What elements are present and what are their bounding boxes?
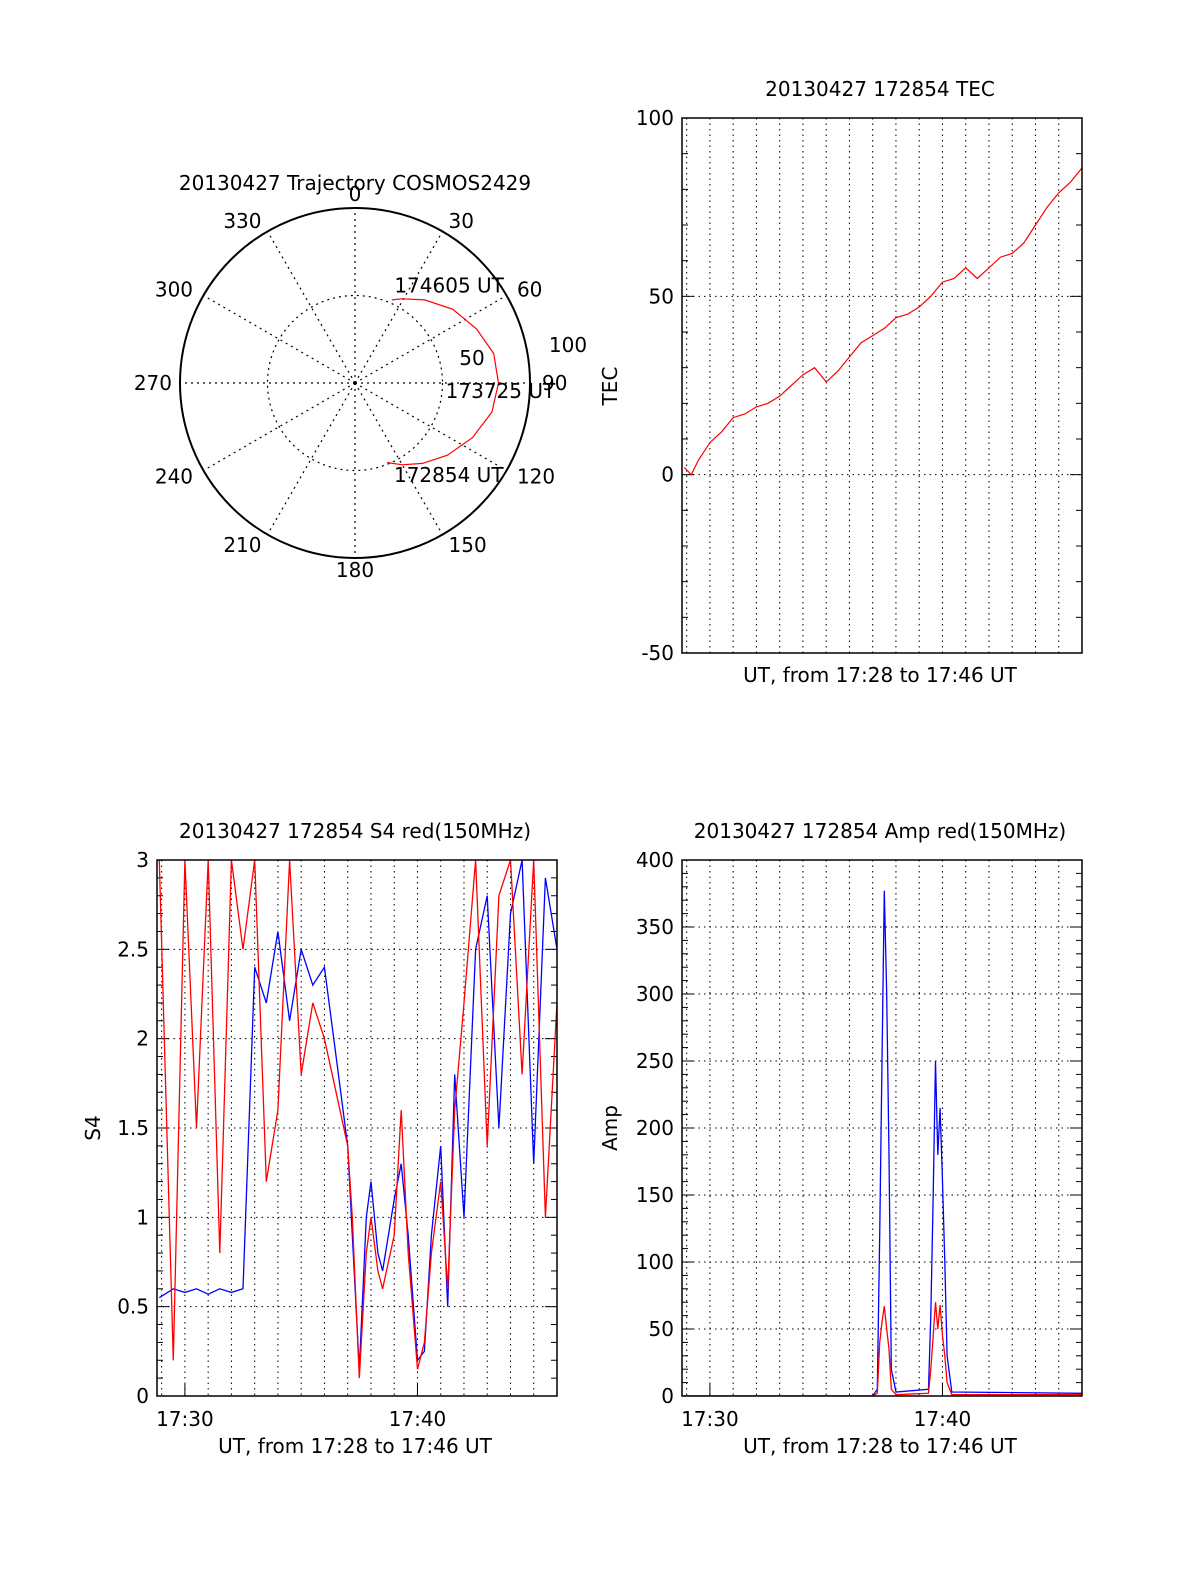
polar-spoke	[203, 382, 356, 472]
polar-angle-label-180: 180	[336, 558, 374, 582]
trajectory-line	[387, 298, 500, 466]
amp-plot: 20130427 172854 Amp red(150MHz) UT, from…	[598, 819, 1083, 1458]
y-tick-label-200: 200	[636, 1116, 674, 1140]
y-tick-label-0: 0	[661, 1384, 674, 1408]
y-tick-label-250: 250	[636, 1049, 674, 1073]
y-tick-label-300: 300	[636, 982, 674, 1006]
y-tick-label-100: 100	[636, 106, 674, 130]
polar-angle-label-300: 300	[155, 278, 193, 302]
x-tick-label-17:30: 17:30	[681, 1407, 739, 1431]
series-line-red	[158, 860, 557, 1379]
series-line-red	[684, 1302, 1082, 1396]
y-tick-label-1.5: 1.5	[117, 1116, 149, 1140]
polar-angle-label-0: 0	[349, 182, 362, 206]
y-tick-label-150: 150	[636, 1183, 674, 1207]
y-tick-label-0.5: 0.5	[117, 1295, 149, 1319]
tec-xlabel: UT, from 17:28 to 17:46 UT	[743, 663, 1018, 687]
y-tick-label--50: -50	[641, 641, 674, 665]
y-tick-label-0: 0	[136, 1384, 149, 1408]
series-line-red	[683, 167, 1082, 476]
x-tick-label-17:40: 17:40	[914, 1407, 972, 1431]
polar-grid-circle	[266, 294, 444, 472]
plot-frame	[681, 117, 1083, 654]
series-line-blue	[684, 890, 1082, 1396]
polar-angle-label-210: 210	[223, 533, 261, 557]
s4-title: 20130427 172854 S4 red(150MHz)	[179, 819, 531, 843]
plot-frame	[681, 859, 1083, 1397]
y-tick-label-100: 100	[636, 1250, 674, 1274]
x-tick-label-17:30: 17:30	[156, 1407, 214, 1431]
trajectory-time-label-2: 172854 UT	[394, 463, 504, 487]
trajectory-polar-plot: 20130427 Trajectory COSMOS2429 0 30 60 90 12…	[134, 171, 587, 582]
s4-plot: 20130427 172854 S4 red(150MHz) UT, from …	[81, 819, 558, 1458]
polar-angle-label-150: 150	[449, 533, 487, 557]
polar-spoke	[354, 294, 507, 384]
tec-title: 20130427 172854 TEC	[765, 77, 995, 101]
polar-angle-label-330: 330	[223, 209, 261, 233]
tec-ylabel: TEC	[598, 367, 622, 407]
s4-xlabel: UT, from 17:28 to 17:46 UT	[218, 1434, 493, 1458]
polar-angle-label-270: 270	[134, 371, 172, 395]
amp-ylabel: Amp	[598, 1105, 622, 1151]
amp-title: 20130427 172854 Amp red(150MHz)	[694, 819, 1066, 843]
polar-spoke	[354, 382, 507, 472]
plot-frame	[156, 859, 558, 1397]
polar-spoke	[354, 382, 444, 535]
x-tick-label-17:40: 17:40	[389, 1407, 447, 1431]
y-tick-label-0: 0	[661, 463, 674, 487]
amp-xlabel: UT, from 17:28 to 17:46 UT	[743, 1434, 1018, 1458]
y-tick-label-3: 3	[136, 848, 149, 872]
y-tick-label-1: 1	[136, 1205, 149, 1229]
y-tick-label-2.5: 2.5	[117, 937, 149, 961]
polar-angle-label-120: 120	[517, 465, 555, 489]
polar-spoke	[203, 294, 356, 384]
polar-angle-label-240: 240	[155, 465, 193, 489]
trajectory-title: 20130427 Trajectory COSMOS2429	[179, 171, 531, 195]
trajectory-time-label-1: 173725 UT	[446, 379, 556, 403]
tec-plot: 20130427 172854 TEC UT, from 17:28 to 17…	[598, 77, 1083, 687]
y-tick-label-50: 50	[649, 284, 674, 308]
y-tick-label-350: 350	[636, 915, 674, 939]
s4-ylabel: S4	[81, 1115, 105, 1140]
polar-spoke	[266, 231, 356, 384]
polar-angle-label-60: 60	[517, 278, 542, 302]
trajectory-time-label-0: 174605 UT	[394, 274, 504, 298]
y-tick-label-400: 400	[636, 848, 674, 872]
series-line-blue	[158, 860, 557, 1370]
polar-angle-label-30: 30	[449, 209, 474, 233]
polar-spoke	[354, 231, 444, 384]
polar-radius-label-100: 100	[549, 333, 587, 357]
y-tick-label-50: 50	[649, 1317, 674, 1341]
polar-radius-label-50: 50	[459, 346, 484, 370]
polar-angle-label-90: 90	[542, 371, 567, 395]
y-tick-label-2: 2	[136, 1027, 149, 1051]
polar-spoke	[266, 382, 356, 535]
